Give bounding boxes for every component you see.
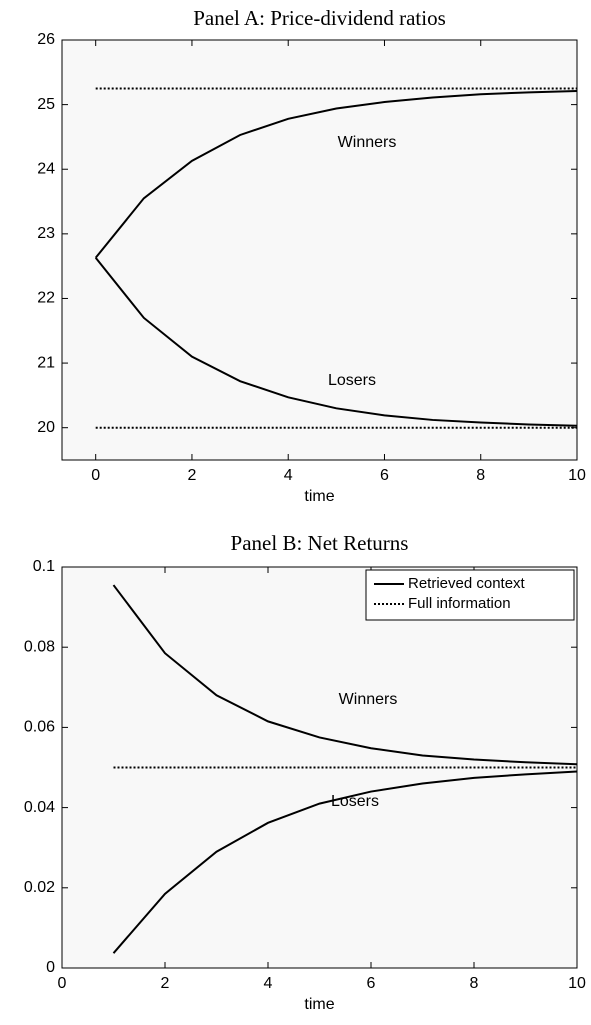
y-tick-label: 0.06 <box>24 719 55 736</box>
x-tick-label: 4 <box>284 467 293 484</box>
x-tick-label: 2 <box>161 975 170 992</box>
annotation: Losers <box>331 793 379 810</box>
x-axis-label: time <box>304 996 334 1013</box>
x-tick-label: 0 <box>91 467 100 484</box>
legend-box <box>365 569 575 621</box>
series-line <box>94 90 578 259</box>
y-tick-label: 21 <box>37 354 55 371</box>
legend-label: Retrieved context <box>408 575 526 592</box>
chart-title: Panel A: Price-dividend ratios <box>193 6 446 30</box>
y-tick-label: 0.1 <box>33 558 55 575</box>
y-tick-label: 0.04 <box>24 799 55 816</box>
series-line <box>112 770 578 954</box>
y-tick-label: 26 <box>37 31 55 48</box>
y-tick-label: 25 <box>37 96 55 113</box>
chart-title: Panel B: Net Returns <box>231 531 409 555</box>
x-tick-label: 8 <box>476 467 485 484</box>
x-tick-label: 4 <box>264 975 273 992</box>
annotation: Winners <box>339 691 398 708</box>
annotation: Losers <box>328 372 376 389</box>
y-tick-label: 0.08 <box>24 638 55 655</box>
x-axis-label: time <box>304 488 334 505</box>
y-tick-label: 20 <box>37 419 55 436</box>
x-tick-label: 10 <box>568 467 586 484</box>
series-line <box>112 584 578 766</box>
y-tick-label: 0 <box>46 959 55 976</box>
y-tick-label: 24 <box>37 160 55 177</box>
y-tick-label: 22 <box>37 290 55 307</box>
y-tick-label: 23 <box>37 225 55 242</box>
y-tick-label: 0.02 <box>24 879 55 896</box>
x-tick-label: 8 <box>470 975 479 992</box>
annotation: Winners <box>338 134 397 151</box>
x-tick-label: 6 <box>380 467 389 484</box>
series-line <box>94 257 578 427</box>
legend-label: Full information <box>408 595 511 612</box>
x-tick-label: 10 <box>568 975 586 992</box>
x-tick-label: 6 <box>367 975 376 992</box>
x-tick-label: 0 <box>58 975 67 992</box>
x-tick-label: 2 <box>188 467 197 484</box>
plot-area <box>61 39 578 461</box>
